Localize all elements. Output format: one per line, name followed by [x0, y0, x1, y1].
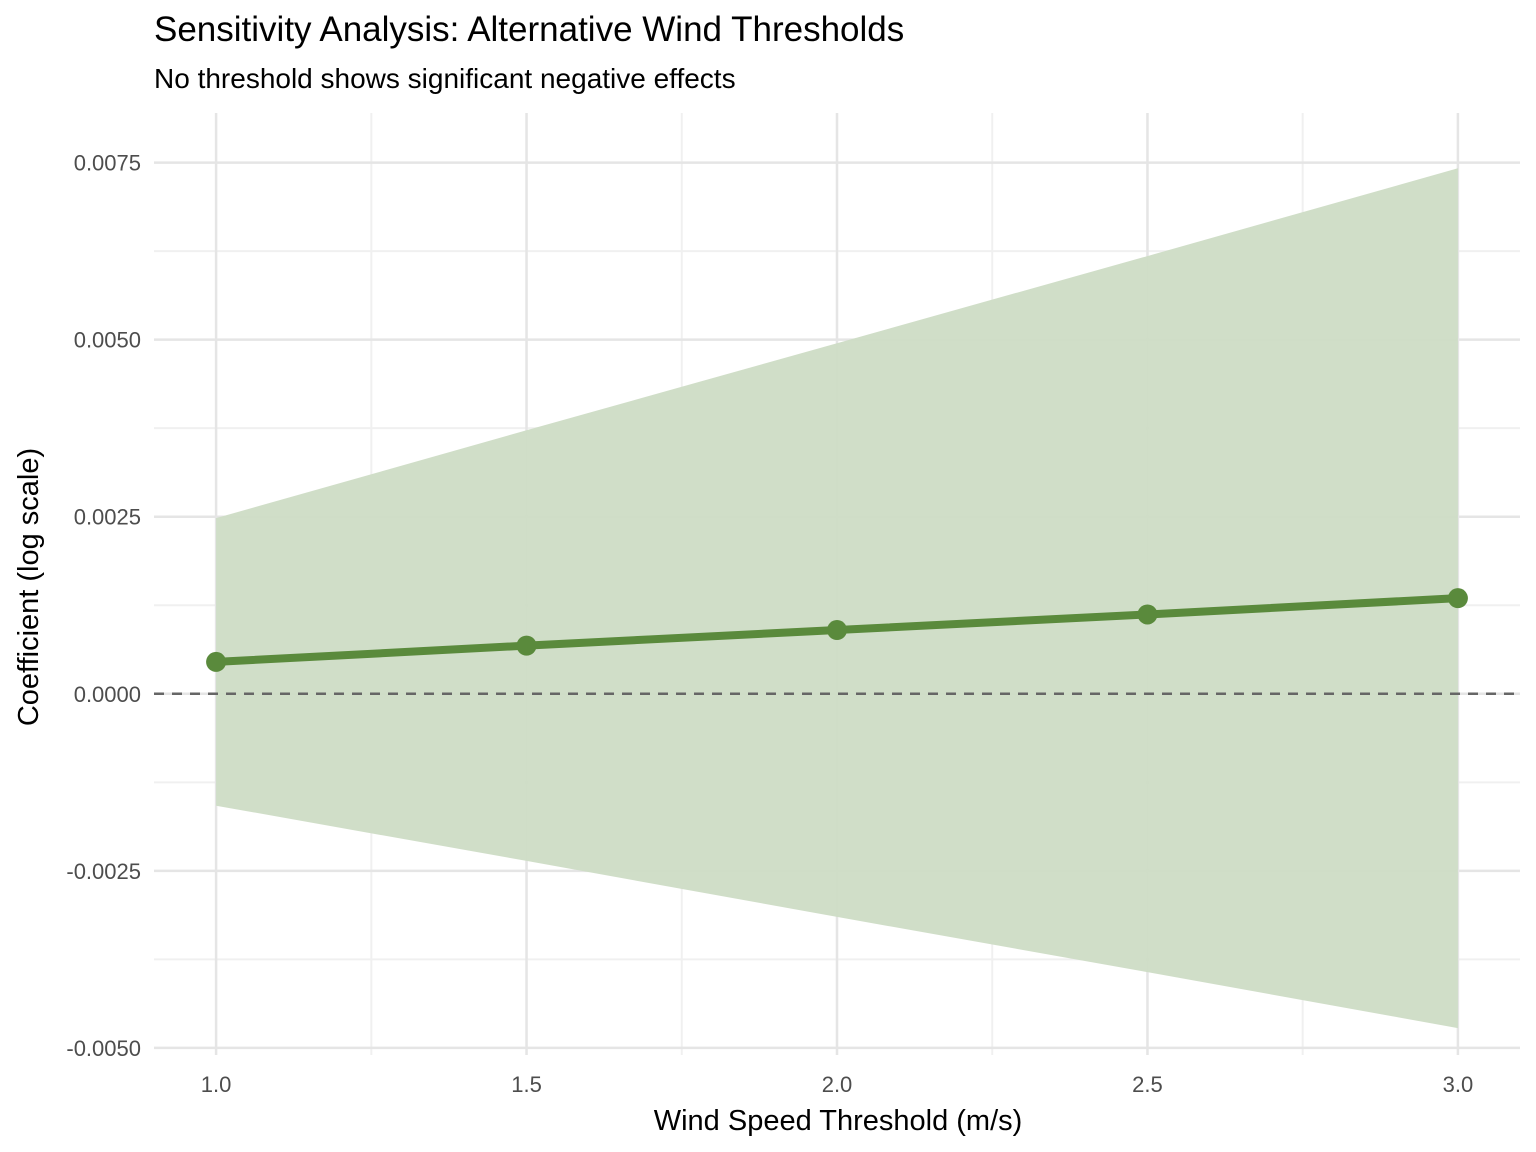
x-tick-label: 1.0 [201, 1072, 232, 1097]
y-tick-label: 0.0075 [74, 151, 141, 176]
y-tick-label: -0.0050 [66, 1036, 141, 1061]
x-tick-label: 3.0 [1443, 1072, 1474, 1097]
y-tick-label: -0.0025 [66, 859, 141, 884]
y-tick-label: 0.0000 [74, 682, 141, 707]
x-tick-label: 1.5 [511, 1072, 542, 1097]
x-tick-label: 2.0 [822, 1072, 853, 1097]
y-axis-title: Coefficient (log scale) [13, 448, 45, 726]
data-point [206, 651, 227, 672]
y-tick-label: 0.0050 [74, 328, 141, 353]
data-point [1137, 604, 1158, 625]
y-tick-label: 0.0025 [74, 505, 141, 530]
data-points [206, 588, 1468, 672]
chart-title: Sensitivity Analysis: Alternative Wind T… [154, 10, 905, 49]
x-axis-title: Wind Speed Threshold (m/s) [654, 1105, 1023, 1137]
x-axis-tick-labels: 1.0 1.5 2.0 2.5 3.0 [201, 1072, 1473, 1097]
data-point [827, 620, 847, 641]
data-point [516, 635, 537, 656]
chart-subtitle: No threshold shows significant negative … [154, 63, 736, 94]
x-tick-label: 2.5 [1132, 1072, 1163, 1097]
y-axis-tick-labels: -0.0050 -0.0025 0.0000 0.0025 0.0050 0.0075 [66, 151, 141, 1061]
confidence-ribbon [216, 168, 1458, 1029]
data-point [1447, 588, 1468, 609]
